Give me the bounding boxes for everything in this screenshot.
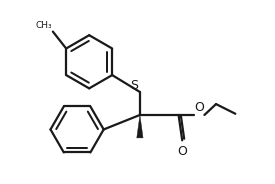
Polygon shape xyxy=(137,115,143,138)
Text: O: O xyxy=(177,145,187,158)
Text: CH₃: CH₃ xyxy=(35,21,52,30)
Text: S: S xyxy=(130,79,138,91)
Text: O: O xyxy=(194,101,204,114)
